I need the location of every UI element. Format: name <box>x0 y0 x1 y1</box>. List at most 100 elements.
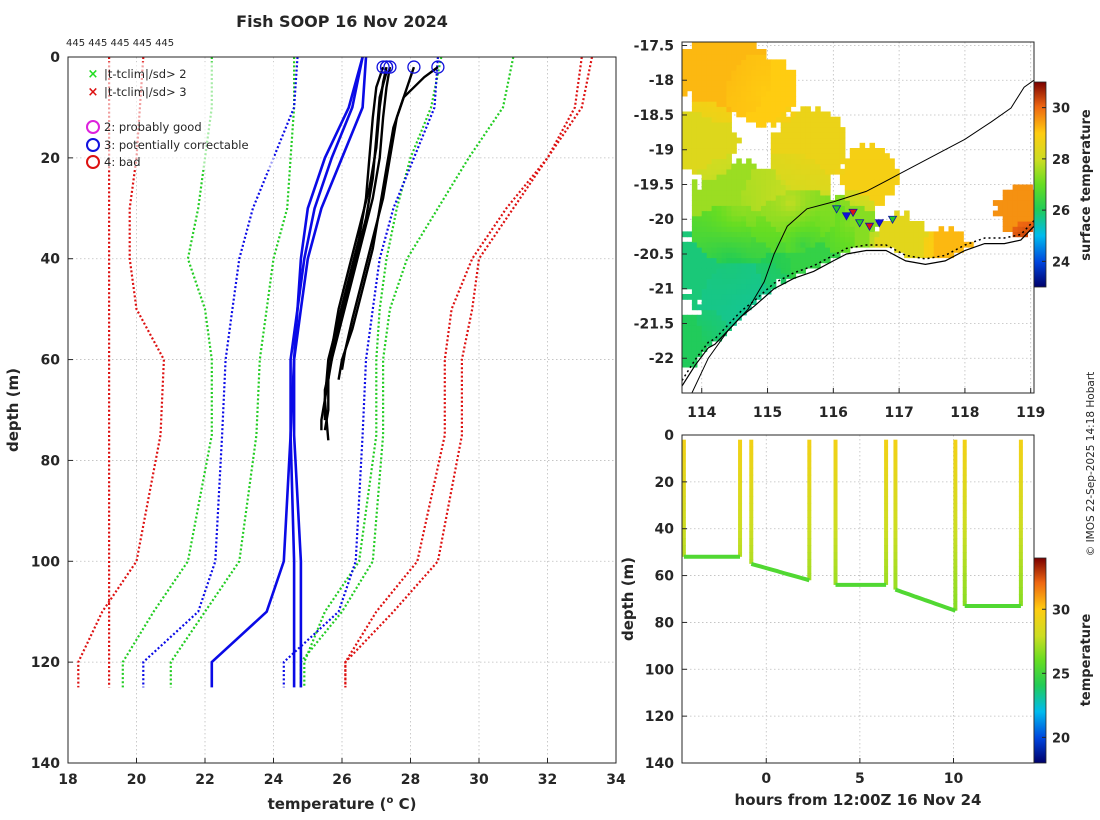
sst-cell <box>726 142 732 149</box>
sst-cell <box>746 95 752 102</box>
sst-cell <box>706 148 713 154</box>
sst-cell <box>686 80 693 87</box>
sst-cell <box>904 236 910 243</box>
sst-cell <box>736 95 742 102</box>
sst-cell <box>844 247 851 253</box>
sst-cell <box>810 163 816 170</box>
sst-cell <box>820 168 826 175</box>
sst-cell <box>820 221 826 227</box>
map-x-tick-label: 114 <box>687 405 716 421</box>
sst-cell <box>800 168 806 175</box>
mean-minus-sd-line <box>142 57 299 688</box>
sst-cell <box>706 252 713 259</box>
sst-cell <box>800 142 806 149</box>
sst-cell <box>726 153 732 160</box>
sst-cell <box>696 85 703 92</box>
observed-profiles <box>320 66 439 441</box>
sst-cell <box>765 111 772 118</box>
sst-cell <box>756 69 762 76</box>
sst-cell <box>691 215 698 222</box>
sst-cell <box>706 59 713 66</box>
sst-cell <box>869 158 876 165</box>
sst-cell <box>731 314 737 321</box>
sst-cell <box>721 320 728 326</box>
sst-cell <box>731 299 737 306</box>
sst-cell <box>770 236 777 243</box>
sst-cell <box>756 121 762 128</box>
climatology-mean-line <box>210 57 368 688</box>
sst-cell <box>884 179 890 186</box>
sst-cell <box>716 335 723 342</box>
sst-cell <box>770 90 777 97</box>
sst-cell <box>948 231 955 238</box>
sst-cell <box>879 153 885 160</box>
sst-cell <box>682 361 688 368</box>
sst-cell <box>686 132 693 139</box>
sst-cell <box>731 267 737 274</box>
sst-cell <box>909 221 915 227</box>
sst-cell <box>943 247 950 253</box>
sst-cell <box>761 257 767 264</box>
sst-cell <box>741 106 747 113</box>
sst-cell <box>682 330 688 337</box>
map-colorbar-label: surface temperature <box>1079 109 1094 261</box>
sst-cell <box>696 158 703 165</box>
sst-cell <box>706 75 713 81</box>
sst-cell <box>726 236 732 243</box>
sst-cell <box>874 194 880 201</box>
sst-cell <box>785 231 792 238</box>
map-lines <box>682 79 1034 393</box>
sst-cell <box>1032 215 1034 222</box>
sst-cell <box>756 90 762 97</box>
sst-cell <box>830 127 836 133</box>
sst-cell <box>879 163 885 170</box>
sst-cell <box>682 294 688 300</box>
sst-cell <box>761 95 767 102</box>
sst-cell <box>761 49 767 55</box>
sst-cell <box>686 267 693 274</box>
sst-cell <box>849 236 856 243</box>
sst-cell <box>1002 189 1009 196</box>
sst-cell <box>726 132 732 139</box>
sst-cell <box>711 158 718 165</box>
sst-cell <box>790 163 797 170</box>
sst-cell <box>756 111 762 118</box>
sst-cell <box>721 325 728 332</box>
sst-cell <box>691 273 698 279</box>
sst-cell <box>864 215 871 222</box>
sst-cell <box>775 85 782 92</box>
sst-cell <box>756 80 762 87</box>
sst-cell <box>790 236 797 243</box>
sst-cell <box>701 64 708 71</box>
sst-cell <box>696 163 703 170</box>
sst-cell <box>958 236 964 243</box>
sst-cell <box>790 80 797 87</box>
sst-cell <box>726 189 732 196</box>
sst-cell <box>741 262 747 269</box>
sst-cell <box>691 132 698 139</box>
sst-cell <box>711 54 718 61</box>
sst-cell <box>691 226 698 233</box>
sst-cell <box>706 283 713 290</box>
sst-cell <box>726 75 732 81</box>
sst-cell <box>790 168 797 175</box>
sst-cell <box>1012 205 1019 212</box>
sst-cell <box>726 49 732 55</box>
sst-cell <box>825 236 831 243</box>
sst-cell <box>741 179 747 186</box>
sst-cell <box>815 111 821 118</box>
sst-cell <box>805 116 811 123</box>
sst-cell <box>923 236 930 243</box>
sst-cell <box>696 75 703 81</box>
legend-background <box>82 62 274 170</box>
sst-cell <box>756 262 762 269</box>
sst-cell <box>844 226 851 233</box>
sst-cell <box>716 49 723 55</box>
sst-cell <box>825 174 831 180</box>
sst-cell <box>726 226 732 233</box>
sst-cell <box>894 221 900 227</box>
sst-cell <box>761 210 767 217</box>
sst-cell <box>751 257 757 264</box>
sst-cell <box>770 210 777 217</box>
sst-cell <box>1017 231 1024 238</box>
